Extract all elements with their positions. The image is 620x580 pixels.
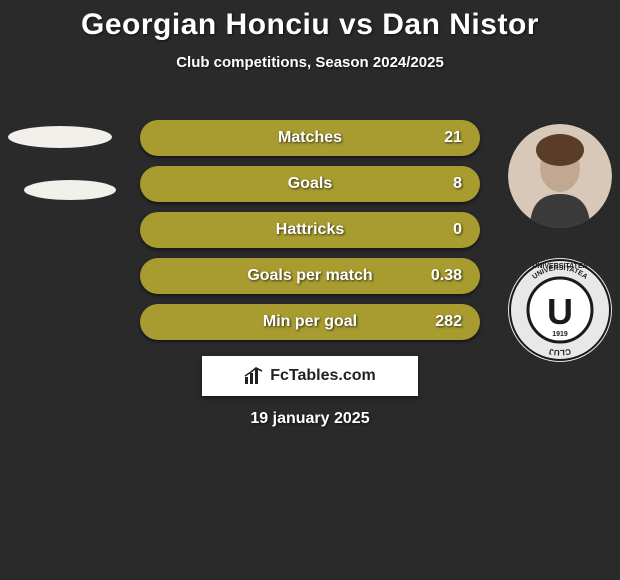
stat-bar-label: Goals per match bbox=[247, 267, 372, 285]
chart-icon bbox=[244, 367, 264, 385]
player-left-avatar-ellipse-2 bbox=[24, 180, 116, 200]
stat-bar-value-right: 0.38 bbox=[431, 267, 462, 285]
stat-bar-label: Min per goal bbox=[263, 313, 357, 331]
stat-bars: Matches 21 Goals 8 Hattricks 0 Goals per match… bbox=[140, 120, 480, 350]
stat-bar-value-right: 282 bbox=[435, 313, 462, 331]
player-left-avatar-ellipse-1 bbox=[8, 126, 112, 148]
date-text: 19 january 2025 bbox=[250, 410, 369, 428]
stat-bar-value-right: 21 bbox=[444, 129, 462, 147]
stat-bar-label: Goals bbox=[288, 175, 332, 193]
stat-bar: Matches 21 bbox=[140, 120, 480, 156]
player-right-avatar bbox=[508, 124, 612, 228]
stat-bar: Min per goal 282 bbox=[140, 304, 480, 340]
club-letter: U bbox=[547, 291, 573, 332]
fctables-logo-text: FcTables.com bbox=[270, 367, 376, 385]
avatar-placeholder-icon bbox=[508, 124, 612, 228]
page-title: Georgian Honciu vs Dan Nistor bbox=[0, 0, 620, 42]
stat-bar: Goals per match 0.38 bbox=[140, 258, 480, 294]
stat-bar-value-right: 0 bbox=[453, 221, 462, 239]
stat-bar: Goals 8 bbox=[140, 166, 480, 202]
stat-bar: Hattricks 0 bbox=[140, 212, 480, 248]
subtitle: Club competitions, Season 2024/2025 bbox=[0, 54, 620, 71]
stat-bar-value-right: 8 bbox=[453, 175, 462, 193]
club-year: 1919 bbox=[552, 331, 568, 338]
club-badge: UNIVERSITATEA UNIVERSITATEA CLUJ U 1919 bbox=[508, 258, 612, 362]
stat-bar-label: Hattricks bbox=[276, 221, 344, 239]
stat-bar-label: Matches bbox=[278, 129, 342, 147]
club-badge-icon: UNIVERSITATEA UNIVERSITATEA CLUJ U 1919 bbox=[508, 258, 612, 362]
fctables-logo: FcTables.com bbox=[202, 356, 418, 396]
